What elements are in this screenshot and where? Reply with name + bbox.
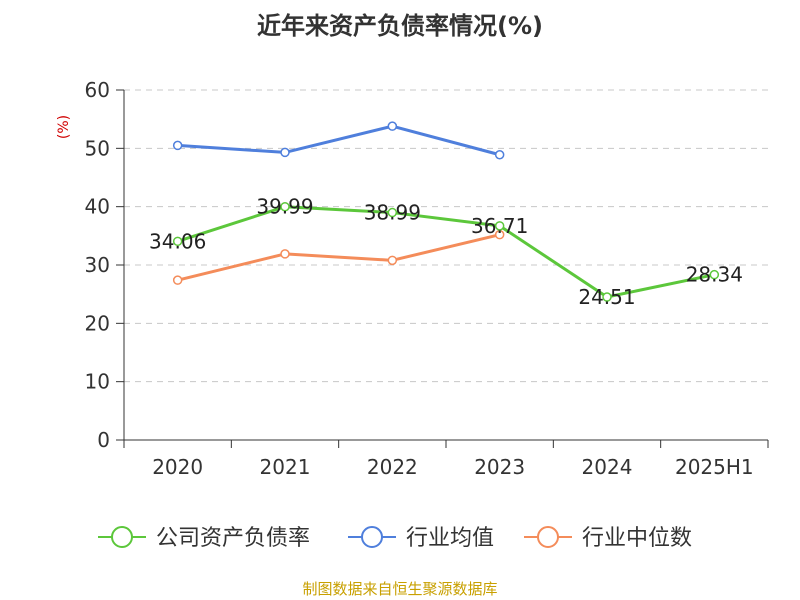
data-label: 36.71 [471, 214, 528, 238]
series-1-point [172, 140, 183, 151]
series-1-point [280, 147, 290, 158]
legend-label: 行业均值 [406, 526, 494, 551]
y-axis-label: (%) [56, 115, 72, 139]
series-0-line [177, 205, 715, 299]
y-tick-label: 0 [97, 428, 110, 452]
series-2-point [172, 275, 183, 285]
y-tick-label: 30 [85, 253, 110, 277]
series-2-point [280, 249, 290, 259]
series-0-point [172, 236, 183, 247]
chart-title: 近年来资产负债率情况(%) [257, 12, 543, 40]
y-tick-label: 10 [85, 370, 110, 394]
x-tick-label: 2024 [582, 455, 633, 479]
series-1-point [494, 150, 505, 160]
legend-label: 公司资产负债率 [156, 526, 310, 551]
series-0-point [387, 207, 398, 218]
series-1-line [177, 124, 501, 157]
legend-marker [537, 526, 559, 548]
y-tick-label: 50 [85, 136, 110, 160]
source-note: 制图数据来自恒生聚源数据库 [302, 580, 498, 598]
series-0-point [709, 269, 720, 280]
series-2-point [494, 229, 505, 240]
data-label: 38.99 [364, 201, 421, 225]
series-2-line [177, 233, 501, 282]
data-label: 28.34 [686, 263, 743, 287]
data-label: 34.06 [149, 229, 206, 253]
series-1-point [387, 121, 398, 131]
series-0-point [602, 292, 612, 302]
data-label: 39.99 [256, 195, 313, 219]
x-tick-label: 2023 [474, 455, 525, 479]
x-tick-label: 2025H1 [675, 455, 754, 479]
x-tick-label: 2021 [260, 455, 311, 479]
x-tick-label: 2020 [152, 455, 203, 479]
x-tick-label: 2022 [367, 455, 418, 479]
y-tick-label: 20 [85, 311, 110, 335]
series-0-point [494, 221, 505, 231]
series-2-point [387, 255, 398, 266]
series-0-point [280, 201, 290, 212]
data-label: 24.51 [578, 285, 635, 309]
legend-marker [111, 526, 133, 548]
y-tick-label: 60 [85, 78, 110, 102]
y-tick-label: 40 [85, 195, 110, 219]
legend-marker [361, 526, 383, 548]
legend-label: 行业中位数 [582, 526, 692, 551]
